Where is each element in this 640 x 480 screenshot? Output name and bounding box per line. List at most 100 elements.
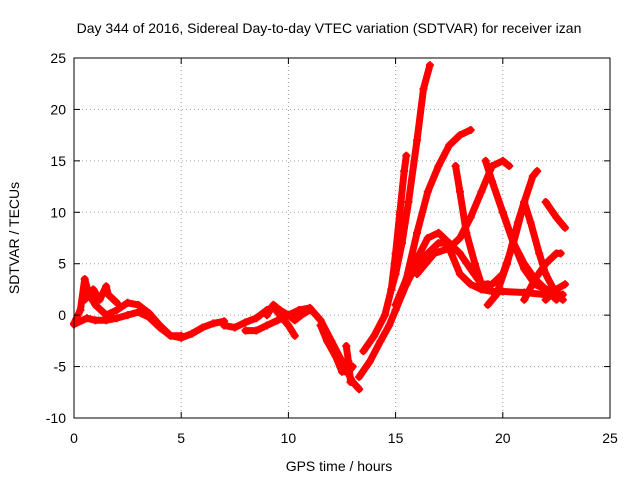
data-point-marker bbox=[395, 208, 404, 217]
data-point-marker bbox=[455, 131, 464, 140]
data-point-marker bbox=[155, 323, 164, 332]
x-tick-label: 0 bbox=[70, 430, 78, 446]
y-tick-label: 10 bbox=[50, 204, 66, 220]
data-point-marker bbox=[423, 187, 432, 196]
data-point-marker bbox=[526, 218, 535, 227]
data-point-marker bbox=[187, 329, 196, 338]
y-tick-label: 5 bbox=[58, 256, 66, 272]
series-trace bbox=[484, 198, 567, 309]
data-point-marker bbox=[455, 187, 464, 196]
data-point-marker bbox=[80, 295, 89, 304]
x-tick-label: 10 bbox=[281, 430, 297, 446]
data-point-marker bbox=[80, 275, 89, 284]
data-point-marker bbox=[355, 385, 364, 394]
data-point-marker bbox=[346, 378, 355, 386]
data-point-marker bbox=[541, 285, 550, 294]
data-point-marker bbox=[425, 61, 434, 70]
data-point-marker bbox=[466, 280, 475, 289]
series-trace bbox=[542, 198, 569, 232]
data-point-marker bbox=[402, 280, 411, 289]
data-point-marker bbox=[391, 270, 400, 278]
plot-frame bbox=[73, 57, 611, 419]
data-point-marker bbox=[91, 300, 100, 309]
data-point-marker bbox=[423, 234, 432, 242]
data-point-marker bbox=[134, 300, 143, 309]
data-point-marker bbox=[198, 323, 207, 332]
x-tick-label: 20 bbox=[495, 430, 511, 446]
data-point-marker bbox=[166, 331, 175, 340]
y-tick-label: 0 bbox=[58, 307, 66, 323]
data-point-marker bbox=[387, 285, 396, 294]
data-point-marker bbox=[413, 270, 422, 278]
data-point-marker bbox=[413, 228, 422, 237]
data-point-marker bbox=[400, 167, 409, 176]
data-point-marker bbox=[434, 239, 443, 248]
data-point-marker bbox=[262, 321, 271, 330]
data-point-marker bbox=[528, 172, 537, 181]
data-point-marker bbox=[370, 331, 379, 340]
x-tick-label: 25 bbox=[602, 430, 618, 446]
data-point-marker bbox=[290, 331, 299, 340]
y-tick-label: 15 bbox=[50, 153, 66, 169]
data-point-marker bbox=[413, 136, 422, 145]
data-point-marker bbox=[552, 295, 561, 304]
data-point-marker bbox=[112, 314, 121, 323]
data-point-marker bbox=[552, 285, 561, 294]
data-point-marker bbox=[466, 126, 475, 134]
data-point-marker bbox=[290, 316, 299, 325]
series-trace bbox=[81, 282, 121, 307]
data-point-marker bbox=[533, 167, 542, 176]
data-point-marker bbox=[498, 208, 507, 217]
data-point-marker bbox=[455, 249, 464, 258]
y-axis-title: SDTVAR / TECUs bbox=[6, 182, 22, 294]
data-point-marker bbox=[391, 300, 400, 309]
series-trace bbox=[242, 304, 363, 393]
data-point-marker bbox=[560, 223, 569, 232]
series-trace bbox=[355, 239, 453, 381]
data-point-marker bbox=[273, 316, 282, 325]
x-axis-title: GPS time / hours bbox=[286, 458, 393, 474]
data-point-marker bbox=[123, 298, 132, 307]
data-point-marker bbox=[102, 316, 111, 325]
data-point-marker bbox=[535, 249, 544, 258]
data-point-marker bbox=[560, 280, 569, 289]
data-point-marker bbox=[552, 213, 561, 222]
data-point-marker bbox=[430, 249, 439, 258]
data-point-marker bbox=[419, 84, 428, 93]
y-tick-label: -5 bbox=[54, 359, 67, 375]
data-point-marker bbox=[145, 313, 154, 322]
data-point-marker bbox=[402, 151, 411, 160]
data-point-marker bbox=[297, 311, 306, 320]
data-point-marker bbox=[316, 321, 325, 330]
data-point-marker bbox=[541, 198, 550, 206]
data-point-marker bbox=[466, 213, 475, 222]
data-point-marker bbox=[112, 298, 121, 307]
data-point-marker bbox=[483, 300, 492, 309]
data-point-marker bbox=[91, 316, 100, 325]
data-point-marker bbox=[541, 295, 550, 304]
data-point-marker bbox=[102, 282, 111, 291]
data-point-marker bbox=[331, 352, 340, 361]
x-tick-label: 15 bbox=[388, 430, 404, 446]
data-point-marker bbox=[123, 311, 132, 320]
data-point-marker bbox=[104, 290, 113, 299]
data-point-marker bbox=[262, 311, 271, 320]
data-point-marker bbox=[455, 234, 464, 242]
data-point-marker bbox=[241, 318, 250, 327]
data-point-marker bbox=[513, 218, 522, 227]
data-point-marker bbox=[376, 336, 385, 345]
data-point-marker bbox=[556, 249, 565, 258]
data-point-marker bbox=[241, 326, 250, 335]
data-point-marker bbox=[82, 314, 91, 323]
data-point-marker bbox=[509, 239, 518, 248]
data-point-marker bbox=[445, 141, 454, 150]
data-point-marker bbox=[434, 162, 443, 170]
data-point-marker bbox=[451, 162, 460, 170]
data-point-marker bbox=[470, 259, 479, 268]
data-point-marker bbox=[505, 162, 514, 170]
data-point-marker bbox=[284, 321, 293, 330]
data-point-marker bbox=[492, 290, 501, 299]
y-tick-label: -10 bbox=[46, 410, 66, 426]
data-point-marker bbox=[520, 295, 529, 304]
